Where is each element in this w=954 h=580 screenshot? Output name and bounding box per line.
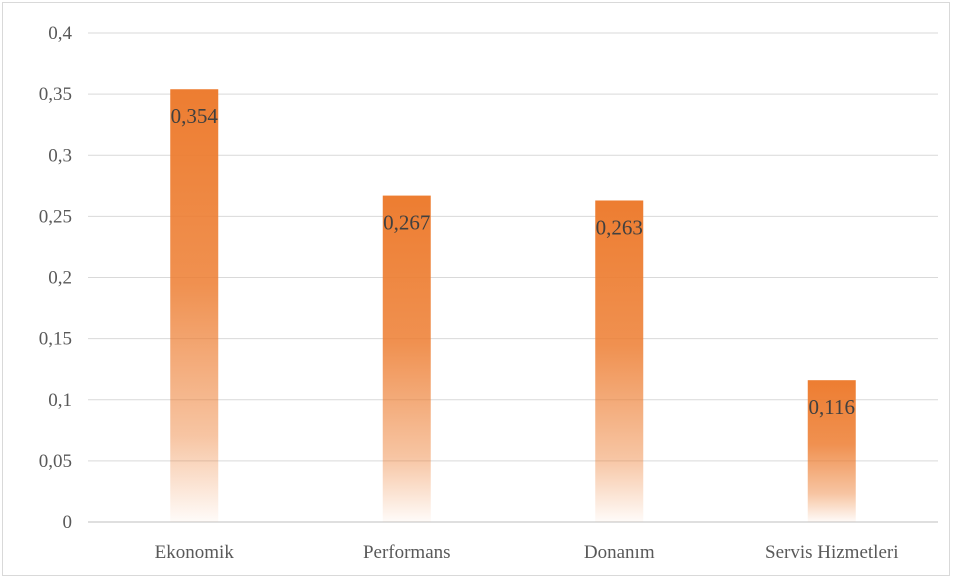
x-tick-label: Servis Hizmetleri [765, 542, 899, 563]
y-tick-label: 0,3 [48, 145, 72, 166]
bar [170, 89, 219, 523]
y-tick-label: 0,15 [39, 329, 72, 350]
data-label: 0,354 [171, 104, 219, 128]
x-tick-label: Performans [363, 542, 451, 563]
bar [382, 195, 431, 522]
y-tick-label: 0,2 [48, 268, 72, 289]
data-label: 0,263 [596, 215, 643, 239]
x-tick-label: Donanım [584, 542, 655, 563]
bar [595, 200, 644, 523]
x-tick-label: Ekonomik [155, 542, 235, 563]
y-tick-label: 0,05 [39, 451, 72, 472]
y-tick-label: 0 [63, 512, 73, 533]
data-label: 0,267 [383, 211, 430, 235]
bar [807, 380, 856, 522]
y-tick-label: 0,25 [39, 206, 72, 227]
y-tick-label: 0,1 [48, 390, 72, 411]
data-label: 0,116 [809, 395, 855, 419]
y-tick-label: 0,35 [39, 84, 72, 105]
y-tick-label: 0,4 [48, 23, 72, 44]
